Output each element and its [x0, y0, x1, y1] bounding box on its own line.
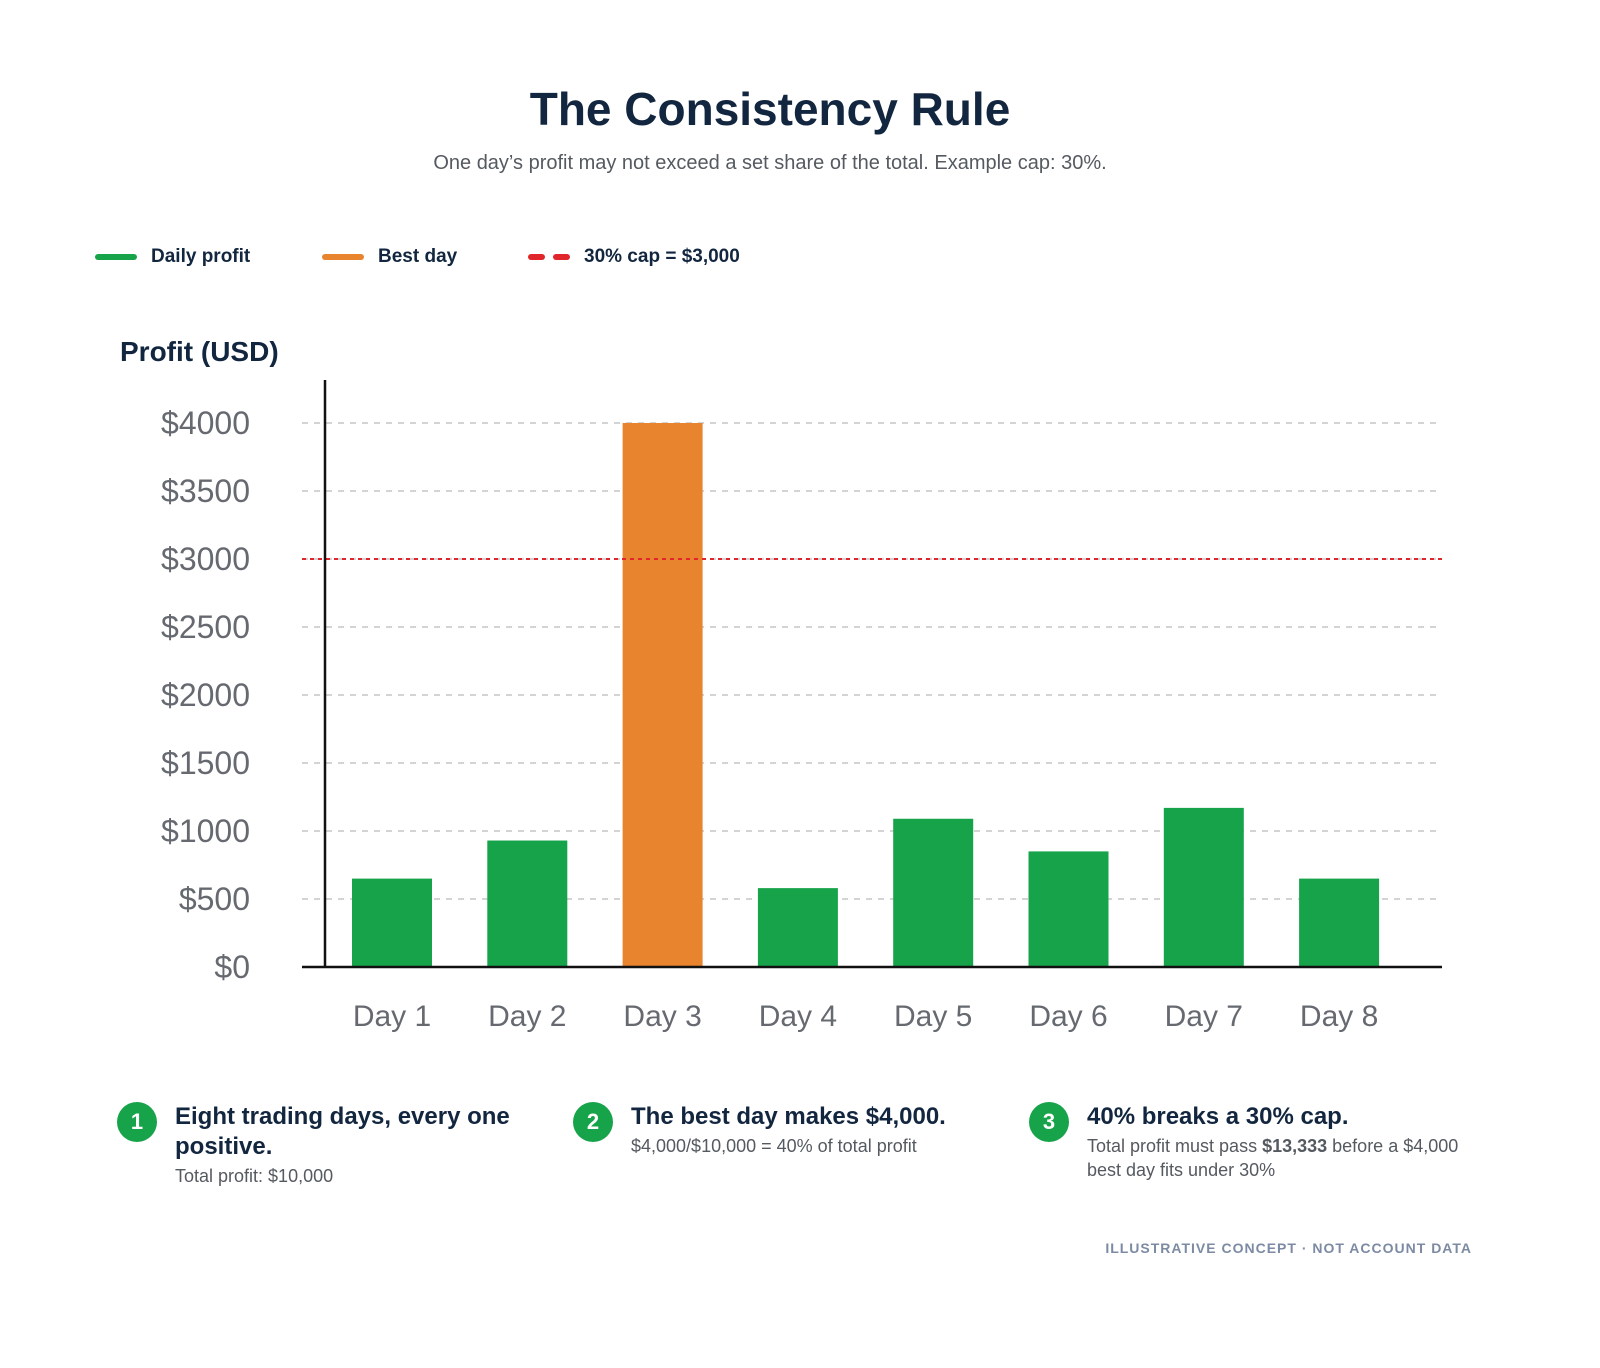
step-1: 1 Eight trading days, every one positive…	[117, 1102, 537, 1188]
y-tick-label: $1000	[161, 813, 250, 849]
step-title: 40% breaks a 30% cap.	[1087, 1103, 1349, 1130]
step-text: Total profit: $10,000	[175, 1166, 334, 1186]
y-tick-label: $500	[179, 881, 250, 917]
footer-note: ILLUSTRATIVE CONCEPT · NOT ACCOUNT DATA	[1105, 1240, 1472, 1256]
x-tick-label: Day 5	[894, 1000, 972, 1033]
step-text-part: before a $4,000 best day fits under 30%	[1087, 1136, 1459, 1180]
y-tick-label: $3500	[161, 473, 250, 509]
y-tick-label: $0	[214, 949, 250, 985]
bar-7	[1163, 807, 1244, 967]
step-number-badge: 1	[117, 1102, 157, 1142]
legend-item-daily-profit: Daily profit	[95, 246, 250, 268]
bar-3	[622, 423, 703, 967]
chart-title: The Consistency Rule	[529, 83, 1011, 135]
step-text-part: Total profit must pass	[1087, 1136, 1263, 1156]
bar-6	[1028, 851, 1109, 967]
legend-swatch-cap	[528, 254, 570, 260]
bar-8	[1299, 878, 1380, 967]
y-tick-label: $3000	[161, 541, 250, 577]
x-tick-label: Day 2	[488, 1000, 566, 1033]
y-tick-label: $4000	[161, 405, 250, 441]
y-axis-label: Profit (USD)	[120, 336, 279, 367]
x-tick-label: Day 8	[1300, 1000, 1378, 1033]
legend-label-best: Best day	[378, 246, 458, 267]
step-2: 2 The best day makes $4,000. $4,000/$10,…	[573, 1102, 993, 1158]
legend-label-cap: 30% cap = $3,000	[584, 246, 740, 267]
x-tick-label: Day 4	[759, 1000, 837, 1033]
legend-swatch-best	[322, 254, 364, 260]
step-text-emphasis: $13,333	[1262, 1136, 1328, 1156]
x-tick-label: Day 3	[623, 1000, 701, 1033]
y-tick-label: $2000	[161, 677, 250, 713]
step-title: The best day makes $4,000.	[631, 1103, 946, 1130]
legend-item-cap: 30% cap = $3,000	[528, 246, 740, 268]
legend-swatch-daily	[95, 254, 137, 260]
bar-1	[352, 878, 432, 967]
step-3: 3 40% breaks a 30% cap. Total profit mus…	[1029, 1102, 1459, 1182]
x-tick-label: Day 6	[1029, 1000, 1107, 1033]
bar-4	[757, 888, 838, 967]
bar-5	[893, 818, 974, 967]
chart-subtitle: One day’s profit may not exceed a set sh…	[433, 152, 1107, 174]
y-tick-label: $1500	[161, 745, 250, 781]
bar-2	[487, 840, 568, 967]
step-text: $4,000/$10,000 = 40% of total profit	[631, 1136, 917, 1156]
legend-label-daily: Daily profit	[151, 246, 251, 267]
x-tick-label: Day 1	[353, 1000, 431, 1033]
step-number-badge: 2	[573, 1102, 613, 1142]
legend-item-best-day: Best day	[322, 246, 457, 268]
x-tick-label: Day 7	[1165, 1000, 1243, 1033]
step-number-badge: 3	[1029, 1102, 1069, 1142]
step-text: Total profit must pass $13,333 before a …	[1087, 1134, 1459, 1182]
bar-chart: Profit (USD) $0 $500 $1000 $1500 $2000 $2500 $3…	[120, 336, 1442, 1033]
y-tick-label: $2500	[161, 609, 250, 645]
step-title: Eight trading days, every one positive.	[175, 1103, 510, 1160]
